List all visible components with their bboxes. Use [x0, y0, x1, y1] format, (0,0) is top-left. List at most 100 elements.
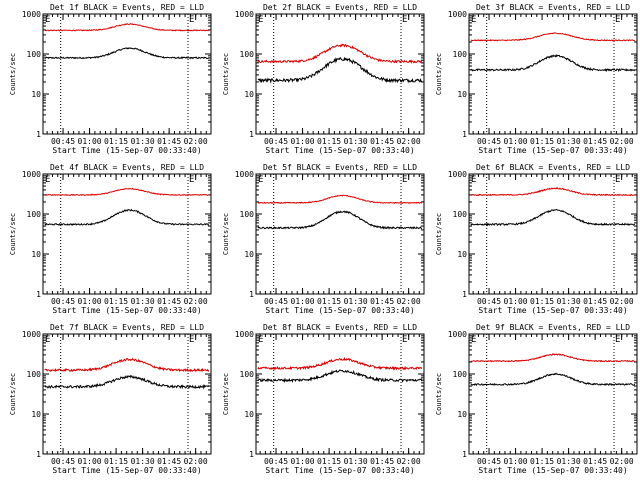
x-tick-label: 02:00	[184, 297, 208, 306]
y-tick-label: 1	[36, 450, 41, 459]
plot-frame	[468, 173, 638, 295]
corner-marker-right: E	[402, 15, 407, 25]
y-axis-label: Counts/sec	[9, 53, 17, 95]
x-tick-label: 01:15	[530, 457, 554, 466]
panel-title: Det 5f BLACK = Events, RED = LLD	[263, 163, 417, 172]
y-tick-label: 1000	[235, 330, 254, 339]
y-tick-label: 10	[31, 410, 41, 419]
x-tick-label: 01:45	[157, 137, 181, 146]
x-tick-label: 02:00	[184, 457, 208, 466]
plot-frame	[468, 13, 638, 135]
events-series-line	[44, 47, 209, 60]
y-tick-label: 10	[457, 90, 467, 99]
corner-marker-right: E	[189, 15, 194, 25]
panel-title: Det 8f BLACK = Events, RED = LLD	[263, 323, 417, 332]
y-tick-label: 1	[36, 290, 41, 299]
x-tick-label: 01:30	[344, 457, 368, 466]
x-tick-label: 01:30	[131, 137, 155, 146]
y-tick-label: 1	[462, 290, 467, 299]
y-tick-label: 10	[31, 90, 41, 99]
lld-series-line	[44, 357, 210, 373]
x-tick-label: 00:45	[51, 137, 75, 146]
y-tick-label: 100	[27, 50, 42, 59]
x-axis-label: Start Time (15-Sep-07 00:33:40)	[478, 466, 627, 475]
corner-marker-right: E	[189, 335, 194, 345]
x-tick-label: 02:00	[397, 137, 421, 146]
x-tick-label: 01:00	[291, 137, 315, 146]
y-tick-label: 100	[240, 370, 255, 379]
corner-marker-left: E	[45, 175, 50, 185]
x-tick-label: 01:30	[557, 457, 581, 466]
y-tick-label: 100	[27, 370, 42, 379]
x-tick-label: 01:00	[504, 297, 528, 306]
x-tick-label: 01:00	[78, 297, 102, 306]
plot-frame	[255, 13, 425, 135]
plot-frame	[42, 173, 212, 295]
plot-frame	[468, 333, 638, 455]
x-tick-label: 01:45	[370, 137, 394, 146]
x-tick-label: 02:00	[184, 137, 208, 146]
x-tick-label: 02:00	[610, 137, 634, 146]
y-tick-label: 100	[240, 210, 255, 219]
x-tick-label: 01:30	[131, 297, 155, 306]
panel-title: Det 4f BLACK = Events, RED = LLD	[50, 163, 204, 172]
y-tick-label: 1000	[448, 170, 467, 179]
y-tick-label: 100	[27, 210, 42, 219]
y-tick-label: 1000	[22, 170, 41, 179]
x-tick-label: 01:30	[344, 137, 368, 146]
y-tick-label: 1000	[235, 10, 254, 19]
x-tick-label: 02:00	[397, 457, 421, 466]
x-tick-label: 00:45	[477, 457, 501, 466]
x-tick-label: 01:45	[370, 457, 394, 466]
x-tick-label: 02:00	[397, 297, 421, 306]
y-axis-label: Counts/sec	[435, 373, 443, 415]
x-axis-label: Start Time (15-Sep-07 00:33:40)	[52, 146, 201, 155]
y-tick-label: 1000	[235, 170, 254, 179]
x-tick-label: 01:00	[291, 457, 315, 466]
x-tick-label: 00:45	[51, 457, 75, 466]
events-series-line	[257, 369, 423, 383]
x-tick-label: 01:15	[530, 297, 554, 306]
x-axis-label: Start Time (15-Sep-07 00:33:40)	[52, 466, 201, 475]
x-tick-label: 01:15	[317, 297, 341, 306]
lld-series-line	[44, 23, 210, 32]
y-tick-label: 100	[453, 50, 468, 59]
y-tick-label: 10	[244, 410, 254, 419]
y-tick-label: 100	[453, 210, 468, 219]
x-tick-label: 01:15	[104, 137, 128, 146]
x-tick-label: 01:00	[78, 137, 102, 146]
panel-title: Det 7f BLACK = Events, RED = LLD	[50, 323, 204, 332]
lld-series-line	[257, 356, 423, 371]
lld-series-line	[44, 187, 210, 197]
y-tick-label: 10	[244, 90, 254, 99]
x-axis-label: Start Time (15-Sep-07 00:33:40)	[478, 146, 627, 155]
y-axis-label: Counts/sec	[435, 53, 443, 95]
x-tick-label: 01:00	[291, 297, 315, 306]
x-tick-label: 01:00	[504, 457, 528, 466]
corner-marker-left: E	[471, 15, 476, 25]
x-tick-label: 00:45	[264, 297, 288, 306]
x-tick-label: 01:30	[131, 457, 155, 466]
x-tick-label: 01:45	[370, 297, 394, 306]
corner-marker-right: E	[615, 175, 620, 185]
corner-marker-left: E	[45, 15, 50, 25]
corner-marker-right: E	[402, 335, 407, 345]
corner-marker-left: E	[258, 15, 263, 25]
corner-marker-left: E	[45, 335, 50, 345]
corner-marker-right: E	[615, 15, 620, 25]
x-axis-label: Start Time (15-Sep-07 00:33:40)	[265, 306, 414, 315]
x-tick-label: 01:45	[583, 137, 607, 146]
panel-title: Det 1f BLACK = Events, RED = LLD	[50, 3, 204, 12]
y-tick-label: 1	[462, 450, 467, 459]
plot-frame	[255, 333, 425, 455]
events-series-line	[470, 208, 636, 227]
x-tick-label: 00:45	[264, 457, 288, 466]
